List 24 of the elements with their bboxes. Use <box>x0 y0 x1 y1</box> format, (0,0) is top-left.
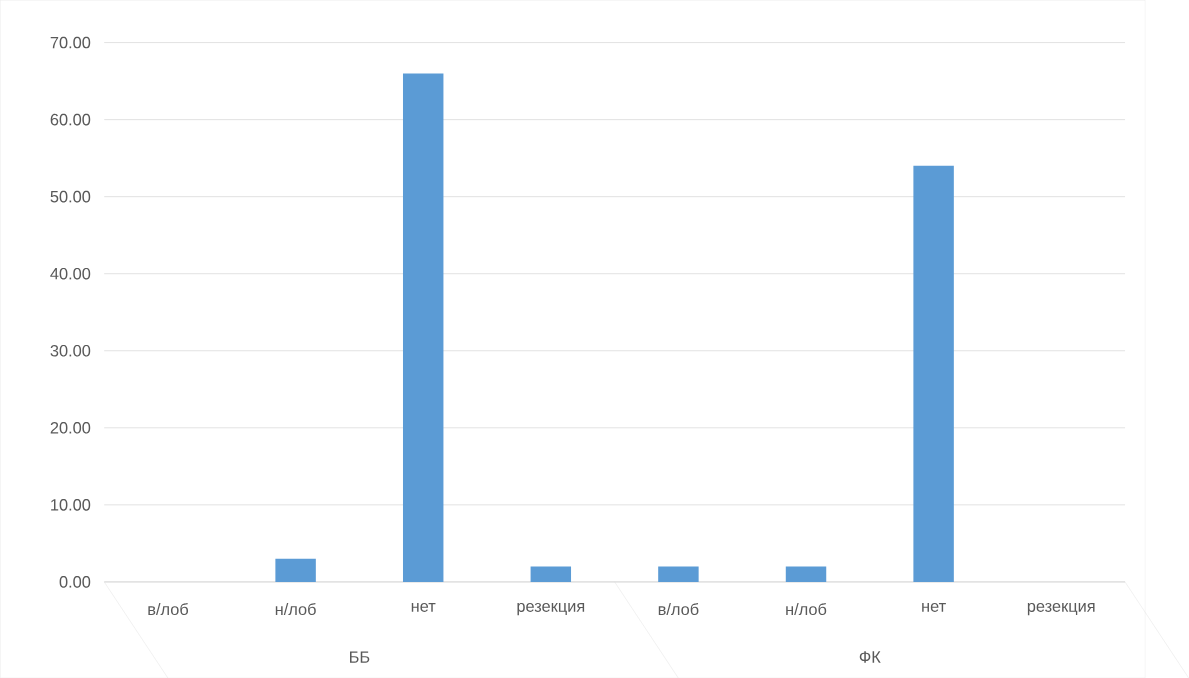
y-tick-label: 20.00 <box>50 421 91 434</box>
x-tick-label: н/лоб <box>275 602 316 615</box>
y-tick-label: 50.00 <box>50 190 91 203</box>
x-tick-label: резекция <box>517 602 585 615</box>
y-tick-label: 40.00 <box>50 267 91 280</box>
y-tick-label: 70.00 <box>50 36 91 49</box>
y-tick-label: 60.00 <box>50 113 91 126</box>
y-tick-label: 30.00 <box>50 344 91 357</box>
x-tick-label: нет <box>922 602 946 612</box>
x-tick-label: нет <box>411 602 436 612</box>
bar <box>658 566 699 582</box>
y-tick-label: 0.00 <box>59 575 91 588</box>
bar <box>785 566 827 582</box>
x-tick-label: в/лоб <box>148 602 189 615</box>
y-tick-label: 10.00 <box>51 498 91 511</box>
x-tick-label: резекция <box>1027 602 1095 615</box>
text: ФК <box>859 651 881 663</box>
x-tick-label: н/лоб <box>786 602 827 615</box>
bar <box>402 73 444 582</box>
x-tick-label: в/лоб <box>658 602 699 615</box>
bar <box>913 165 954 582</box>
bar <box>275 558 316 582</box>
bar <box>530 566 572 582</box>
text: ББ <box>350 651 370 663</box>
